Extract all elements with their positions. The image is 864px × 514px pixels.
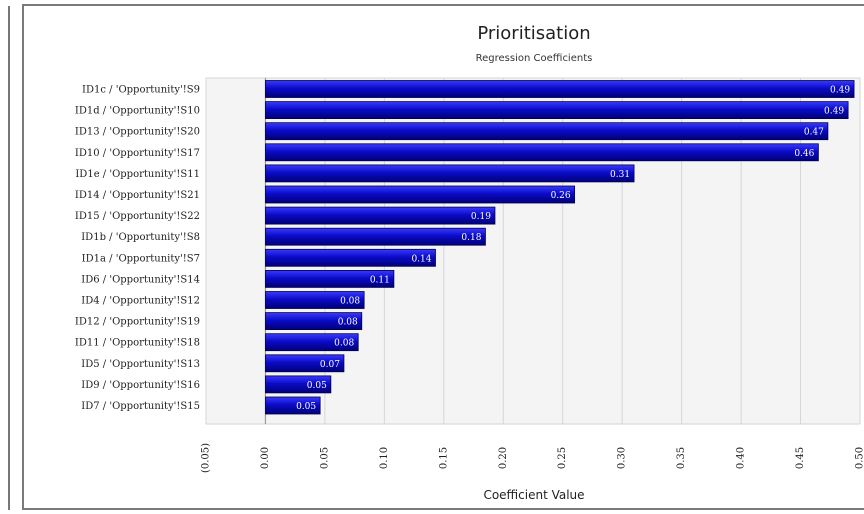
bar bbox=[265, 122, 829, 141]
x-tick-label: 0.05 bbox=[319, 447, 330, 469]
category-label: ID1b / 'Opportunity'!S8 bbox=[81, 232, 200, 243]
category-label: ID11 / 'Opportunity'!S18 bbox=[75, 338, 200, 349]
category-labels: ID1c / 'Opportunity'!S9 ID1d / 'Opportuni… bbox=[75, 85, 200, 413]
x-tick-label: 0.45 bbox=[795, 447, 806, 469]
data-label: 0.08 bbox=[340, 297, 360, 307]
adjacent-panel-edge bbox=[0, 6, 10, 510]
data-label: 0.05 bbox=[307, 381, 327, 391]
x-axis-title: Coefficient Value bbox=[483, 488, 584, 502]
data-label: 0.14 bbox=[411, 254, 431, 264]
category-label: ID14 / 'Opportunity'!S21 bbox=[75, 190, 200, 201]
category-label: ID1c / 'Opportunity'!S9 bbox=[82, 85, 200, 96]
category-label: ID1d / 'Opportunity'!S10 bbox=[75, 106, 200, 117]
bar bbox=[265, 143, 819, 162]
data-label: 0.46 bbox=[794, 149, 814, 159]
category-label: ID4 / 'Opportunity'!S12 bbox=[81, 296, 200, 307]
category-label: ID7 / 'Opportunity'!S15 bbox=[81, 401, 200, 412]
bars: 0.49 0.49 0.47 0.46 0.31 0.26 0.19 0.18 0.14 0.11… bbox=[265, 80, 855, 415]
category-label: ID1a / 'Opportunity'!S7 bbox=[82, 253, 200, 264]
data-label: 0.19 bbox=[471, 212, 491, 222]
data-label: 0.47 bbox=[804, 128, 824, 138]
category-label: ID1e / 'Opportunity'!S11 bbox=[75, 169, 200, 180]
bar bbox=[265, 312, 363, 331]
bar-chart: Prioritisation Regression Coefficients 0… bbox=[75, 23, 864, 502]
data-label: 0.07 bbox=[320, 360, 340, 370]
x-tick-label: 0.15 bbox=[438, 447, 449, 469]
bar bbox=[265, 185, 576, 204]
category-label: ID13 / 'Opportunity'!S20 bbox=[75, 127, 200, 138]
bar bbox=[265, 375, 332, 394]
bar bbox=[265, 269, 395, 288]
data-label: 0.05 bbox=[296, 402, 316, 412]
category-label: ID12 / 'Opportunity'!S19 bbox=[75, 317, 200, 328]
x-tick-label: 0.40 bbox=[736, 447, 747, 469]
category-label: ID9 / 'Opportunity'!S16 bbox=[81, 380, 200, 391]
x-tick-label: 0.30 bbox=[617, 447, 628, 469]
x-tick-label: 0.35 bbox=[676, 447, 687, 469]
data-label: 0.08 bbox=[338, 318, 358, 328]
category-label: ID15 / 'Opportunity'!S22 bbox=[75, 211, 200, 222]
data-label: 0.18 bbox=[461, 233, 481, 243]
bar bbox=[265, 80, 855, 98]
bar bbox=[265, 354, 345, 373]
bar bbox=[265, 333, 359, 352]
data-label: 0.31 bbox=[610, 170, 630, 180]
x-tick-label: 0.50 bbox=[855, 447, 864, 469]
bar bbox=[265, 291, 365, 309]
x-tick-label: 0.25 bbox=[557, 447, 568, 469]
category-label: ID5 / 'Opportunity'!S13 bbox=[81, 359, 200, 370]
data-label: 0.08 bbox=[334, 339, 354, 349]
category-label: ID10 / 'Opportunity'!S17 bbox=[75, 148, 200, 159]
bar bbox=[265, 164, 635, 183]
x-tick-label: (0.05) bbox=[201, 443, 212, 473]
bar bbox=[265, 396, 321, 415]
bar bbox=[265, 101, 849, 119]
data-label: 0.49 bbox=[830, 86, 850, 96]
data-label: 0.26 bbox=[551, 191, 571, 201]
bar bbox=[265, 248, 436, 267]
bar bbox=[265, 227, 486, 246]
x-tick-label: 0.00 bbox=[260, 447, 271, 469]
bar bbox=[265, 206, 496, 225]
x-tick-label: 0.10 bbox=[379, 447, 390, 469]
x-tick-label: 0.20 bbox=[498, 447, 509, 469]
category-label: ID6 / 'Opportunity'!S14 bbox=[81, 274, 200, 285]
data-label: 0.49 bbox=[824, 107, 844, 117]
chart-panel: Prioritisation Regression Coefficients 0… bbox=[22, 4, 864, 510]
x-tick-labels: (0.05) 0.00 0.05 0.10 0.15 0.20 0.25 0.30 0.35 0.… bbox=[201, 443, 864, 473]
data-label: 0.11 bbox=[370, 275, 390, 285]
chart-subtitle: Regression Coefficients bbox=[476, 53, 593, 64]
chart-title: Prioritisation bbox=[477, 23, 590, 44]
